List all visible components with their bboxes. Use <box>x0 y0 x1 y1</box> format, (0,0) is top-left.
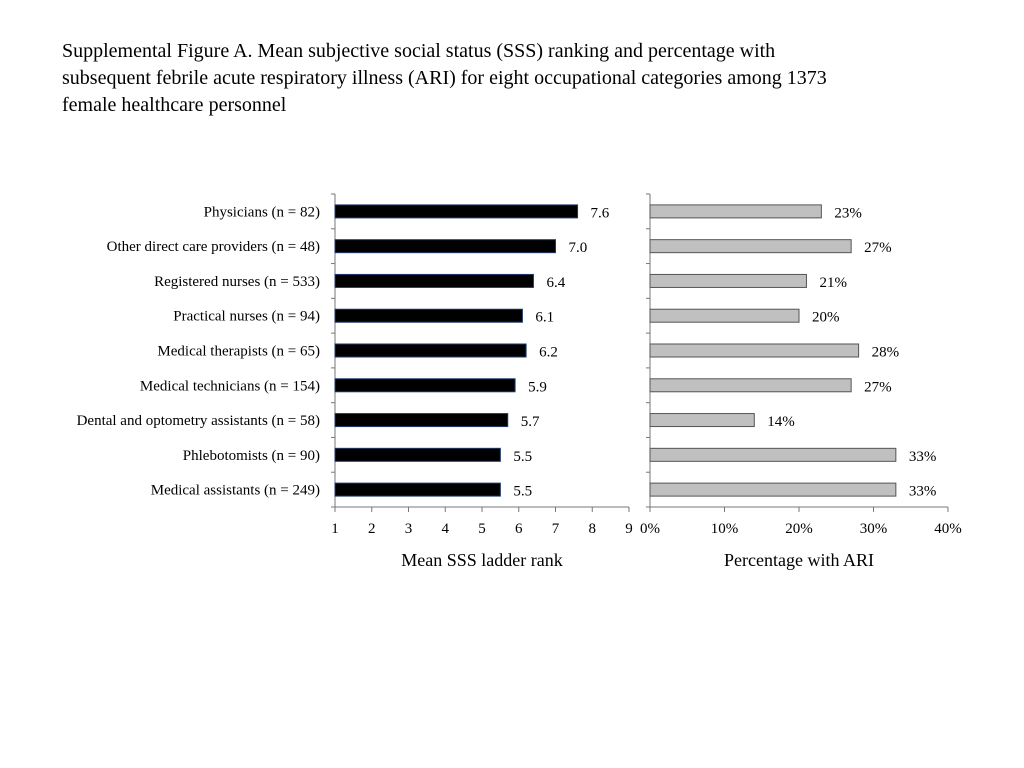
category-label: Registered nurses (n = 533) <box>154 274 320 290</box>
ari-x-tick-label: 20% <box>785 521 813 537</box>
sss-bar <box>334 308 523 323</box>
sss-x-tick-label: 6 <box>515 521 523 537</box>
figure-title-line: Supplemental Figure A. Mean subjective s… <box>62 40 776 62</box>
sss-bar <box>334 482 501 497</box>
ari-bar <box>649 239 852 254</box>
sss-x-tick-label: 3 <box>405 521 413 537</box>
ari-x-tick-label: 40% <box>934 521 962 537</box>
ari-bar <box>649 308 800 323</box>
sss-data-label: 5.5 <box>513 449 532 465</box>
ari-bar <box>649 343 860 358</box>
sss-data-label: 6.2 <box>539 345 558 361</box>
ari-bar <box>649 413 755 428</box>
sss-data-label: 6.1 <box>535 310 554 326</box>
sss-x-tick-label: 9 <box>625 521 633 537</box>
figure-title-line: subsequent febrile acute respiratory ill… <box>62 67 827 89</box>
category-label: Medical assistants (n = 249) <box>151 483 320 499</box>
ari-data-label: 23% <box>834 205 862 221</box>
sss-x-tick-label: 4 <box>442 521 450 537</box>
ari-data-label: 27% <box>864 379 892 395</box>
category-label: Other direct care providers (n = 48) <box>107 239 320 255</box>
ari-bar <box>649 378 852 393</box>
ari-bar <box>649 447 897 462</box>
figure-title-line: female healthcare personnel <box>62 94 287 116</box>
category-label: Medical technicians (n = 154) <box>140 378 320 394</box>
sss-bar <box>334 204 579 219</box>
sss-x-tick-label: 2 <box>368 521 376 537</box>
ari-data-label: 33% <box>909 449 937 465</box>
ari-x-tick-label: 0% <box>640 521 660 537</box>
category-label: Dental and optometry assistants (n = 58) <box>77 413 320 429</box>
sss-data-label: 6.4 <box>546 275 565 291</box>
sss-bar <box>334 447 501 462</box>
ari-data-label: 14% <box>767 414 795 430</box>
sss-data-label: 5.7 <box>521 414 540 430</box>
sss-bar <box>334 413 509 428</box>
ari-bar <box>649 204 822 219</box>
sss-x-tick-label: 7 <box>552 521 560 537</box>
ari-data-label: 33% <box>909 484 937 500</box>
sss-x-tick-label: 1 <box>331 521 339 537</box>
category-label: Physicians (n = 82) <box>204 204 320 220</box>
sss-bar <box>334 343 527 358</box>
sss-x-axis-title: Mean SSS ladder rank <box>401 550 562 570</box>
sss-data-label: 7.0 <box>569 240 588 256</box>
sss-data-label: 5.9 <box>528 379 547 395</box>
sss-bar <box>334 273 534 288</box>
sss-x-tick-label: 5 <box>478 521 486 537</box>
ari-x-tick-label: 30% <box>860 521 888 537</box>
ari-data-label: 21% <box>819 275 847 291</box>
sss-data-label: 7.6 <box>591 205 610 221</box>
category-label: Medical therapists (n = 65) <box>157 344 320 360</box>
ari-x-tick-label: 10% <box>711 521 739 537</box>
sss-bar <box>334 378 516 393</box>
ari-data-label: 27% <box>864 240 892 256</box>
sss-data-label: 5.5 <box>513 484 532 500</box>
ari-bar <box>649 482 897 497</box>
ari-data-label: 28% <box>872 345 900 361</box>
figure-title: Supplemental Figure A. Mean subjective s… <box>62 38 962 119</box>
ari-bar <box>649 273 807 288</box>
sss-bar <box>334 239 556 254</box>
category-label: Phlebotomists (n = 90) <box>183 448 320 464</box>
ari-x-axis-title: Percentage with ARI <box>724 550 874 570</box>
sss-x-tick-label: 8 <box>589 521 597 537</box>
category-label: Practical nurses (n = 94) <box>173 309 320 325</box>
ari-data-label: 20% <box>812 310 840 326</box>
